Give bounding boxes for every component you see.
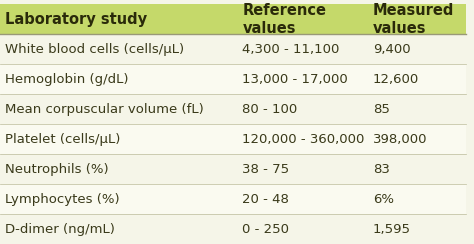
Text: 85: 85 [373, 103, 390, 116]
Text: Laboratory study: Laboratory study [5, 12, 147, 27]
Text: 4,300 - 11,100: 4,300 - 11,100 [242, 43, 340, 56]
Text: 0 - 250: 0 - 250 [242, 223, 289, 235]
FancyBboxPatch shape [0, 64, 466, 94]
Text: 20 - 48: 20 - 48 [242, 193, 289, 206]
Text: 12,600: 12,600 [373, 73, 419, 86]
Text: 38 - 75: 38 - 75 [242, 163, 290, 176]
Text: Lymphocytes (%): Lymphocytes (%) [5, 193, 119, 206]
Text: Platelet (cells/μL): Platelet (cells/μL) [5, 133, 120, 146]
Text: Measured
values: Measured values [373, 3, 454, 36]
Text: Hemoglobin (g/dL): Hemoglobin (g/dL) [5, 73, 128, 86]
Text: 83: 83 [373, 163, 390, 176]
Text: Mean corpuscular volume (fL): Mean corpuscular volume (fL) [5, 103, 203, 116]
Text: 6%: 6% [373, 193, 394, 206]
Text: Neutrophils (%): Neutrophils (%) [5, 163, 108, 176]
FancyBboxPatch shape [0, 4, 466, 34]
FancyBboxPatch shape [0, 34, 466, 64]
Text: 80 - 100: 80 - 100 [242, 103, 298, 116]
Text: Reference
values: Reference values [242, 3, 327, 36]
FancyBboxPatch shape [0, 214, 466, 244]
FancyBboxPatch shape [0, 94, 466, 124]
Text: White blood cells (cells/μL): White blood cells (cells/μL) [5, 43, 184, 56]
FancyBboxPatch shape [0, 124, 466, 154]
Text: D-dimer (ng/mL): D-dimer (ng/mL) [5, 223, 115, 235]
FancyBboxPatch shape [0, 184, 466, 214]
Text: 398,000: 398,000 [373, 133, 428, 146]
Text: 120,000 - 360,000: 120,000 - 360,000 [242, 133, 365, 146]
FancyBboxPatch shape [0, 154, 466, 184]
Text: 1,595: 1,595 [373, 223, 411, 235]
Text: 13,000 - 17,000: 13,000 - 17,000 [242, 73, 348, 86]
Text: 9,400: 9,400 [373, 43, 410, 56]
